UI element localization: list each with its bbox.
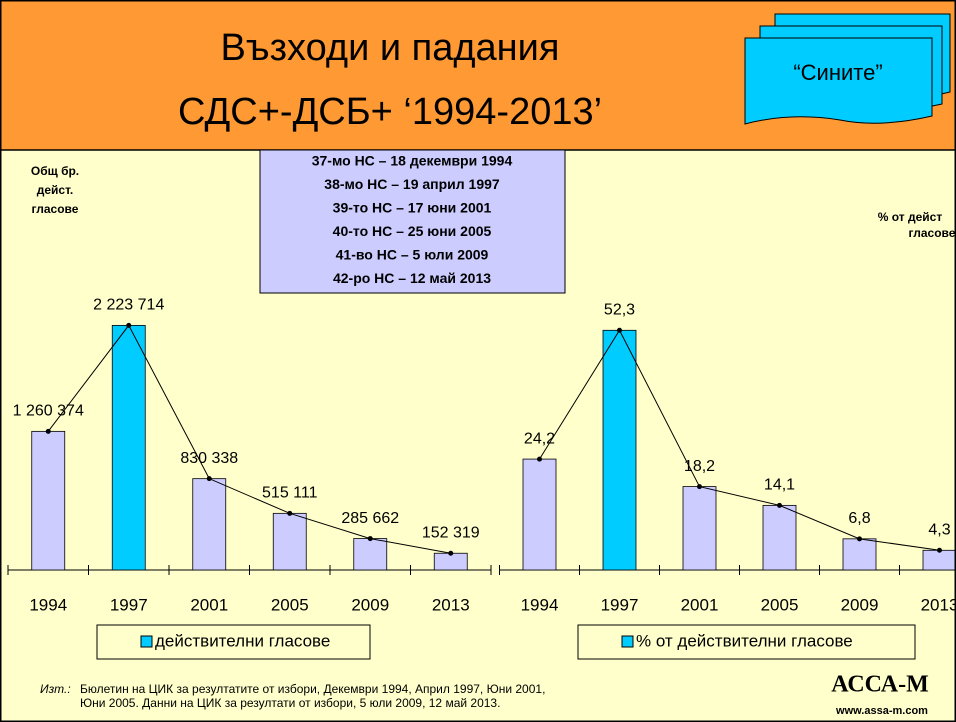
election-line: 37-мо НС – 18 декември 1994 xyxy=(312,153,513,169)
bar xyxy=(353,538,388,571)
logo-name: АССА-М xyxy=(831,672,929,698)
line-marker xyxy=(287,510,293,516)
value-label: 4,3 xyxy=(928,522,950,539)
badge: “Сините” xyxy=(744,13,951,125)
line-marker xyxy=(126,322,132,328)
legend-swatch xyxy=(140,635,153,648)
bar xyxy=(922,549,956,571)
axis-label: дейст. xyxy=(37,183,74,197)
title-line: СДС+-ДСБ+ ‘1994-2013’ xyxy=(178,91,602,133)
x-tick-label: 2005 xyxy=(761,595,799,614)
bar xyxy=(433,552,468,571)
x-tick-label: 1997 xyxy=(110,595,148,614)
line-marker xyxy=(45,428,51,434)
x-tick-label: 2001 xyxy=(190,595,228,614)
axis-label: % от дейст xyxy=(878,210,943,224)
x-tick-label: 2009 xyxy=(841,595,879,614)
bar xyxy=(192,478,227,571)
logo-url: www.assa-m.com xyxy=(835,705,928,717)
election-line: 38-мо НС – 19 април 1997 xyxy=(324,176,500,192)
bar xyxy=(272,512,307,571)
value-label: 24,2 xyxy=(524,430,555,447)
axis-label: Общ бр. xyxy=(31,164,79,178)
value-label: 152 319 xyxy=(422,524,480,541)
line-marker xyxy=(367,536,373,542)
line-marker xyxy=(777,502,782,508)
legend-label: действителни гласове xyxy=(155,631,330,650)
line-marker xyxy=(206,476,212,482)
value-label: 515 111 xyxy=(262,485,318,502)
x-tick-label: 1997 xyxy=(601,595,639,614)
badge-text: “Сините” xyxy=(793,60,882,85)
election-line: 42-ро НС – 12 май 2013 xyxy=(333,270,491,286)
legend-swatch xyxy=(621,635,634,648)
bar xyxy=(762,504,797,571)
bar xyxy=(111,324,146,571)
trend-line xyxy=(539,329,940,551)
source-prefix: Изт.: xyxy=(40,682,71,696)
x-tick-label: 1994 xyxy=(521,595,559,614)
legend-box xyxy=(577,624,916,660)
x-tick-label: 2005 xyxy=(271,595,309,614)
value-label: 6,8 xyxy=(848,510,870,527)
bar xyxy=(682,486,717,571)
bar xyxy=(602,329,637,571)
value-label: 18,2 xyxy=(684,458,715,475)
legend-label: % от действителни гласове xyxy=(636,631,853,650)
value-label: 2 223 714 xyxy=(93,297,164,314)
line-marker xyxy=(697,484,702,490)
bar xyxy=(31,430,66,571)
x-tick-label: 1994 xyxy=(29,595,67,614)
x-tick-label: 2013 xyxy=(432,595,470,614)
line-marker xyxy=(937,547,942,553)
line-marker xyxy=(617,327,622,333)
x-tick-label: 2009 xyxy=(351,595,389,614)
axis-label: гласове xyxy=(909,226,956,240)
election-line: 40-то НС – 25 юни 2005 xyxy=(333,223,492,239)
value-label: 285 662 xyxy=(341,510,399,527)
election-box xyxy=(259,149,566,294)
title-line: Възходи и падания xyxy=(221,27,560,69)
line-marker xyxy=(537,456,542,462)
trend-line xyxy=(47,324,451,554)
value-label: 1 260 374 xyxy=(13,403,84,420)
x-tick-label: 2001 xyxy=(681,595,719,614)
bar xyxy=(522,458,557,571)
source-line: Бюлетин на ЦИК за резултатите от избори,… xyxy=(80,682,545,696)
line-marker xyxy=(448,550,454,556)
value-label: 52,3 xyxy=(604,302,635,319)
value-label: 830 338 xyxy=(180,450,238,467)
bar xyxy=(842,538,877,571)
x-tick-label: 2013 xyxy=(921,595,956,614)
election-line: 41-во НС – 5 юли 2009 xyxy=(336,247,489,263)
line-marker xyxy=(857,536,862,542)
election-line: 39-то НС – 17 юни 2001 xyxy=(333,200,492,216)
source-line: Юни 2005. Данни на ЦИК за резултати от и… xyxy=(80,696,500,710)
axis-label: гласове xyxy=(32,202,79,216)
value-label: 14,1 xyxy=(764,477,795,494)
